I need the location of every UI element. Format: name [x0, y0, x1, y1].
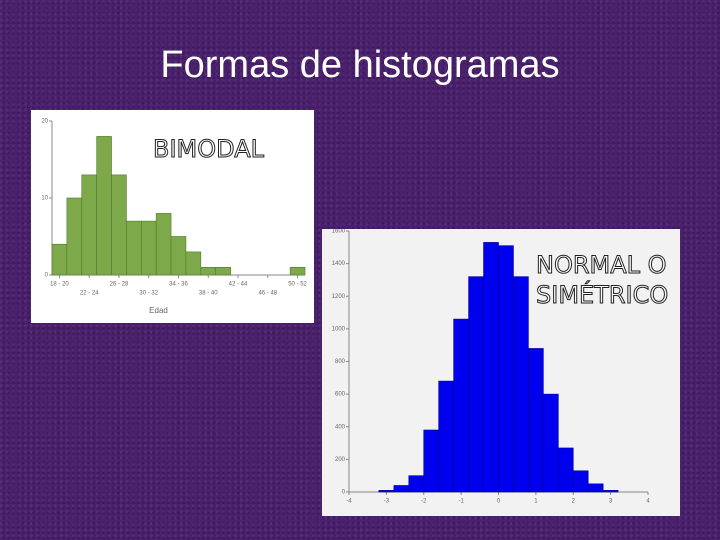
- x-tick-label: -2: [421, 499, 427, 505]
- bar: [408, 475, 425, 493]
- bar: [111, 174, 127, 276]
- y-tick-label: 400: [335, 424, 346, 430]
- bar: [378, 490, 395, 493]
- bar: [170, 236, 187, 276]
- bar: [66, 197, 83, 276]
- bar: [423, 429, 439, 493]
- y-tick-label: 800: [335, 359, 346, 365]
- y-tick-label: 0: [342, 490, 346, 496]
- bar: [96, 136, 112, 276]
- y-tick-label: 1200: [332, 294, 346, 300]
- bar: [513, 276, 529, 493]
- chart-panel: 0 10 20 18 - 20 22 - 24 26 - 28 30 - 32 34 - 36…: [31, 110, 314, 323]
- x-tick-label: 1: [534, 499, 538, 505]
- x-tick-label: 2: [572, 499, 576, 505]
- x-tick-label: 26 - 28: [110, 282, 129, 288]
- y-tick-label: 200: [335, 457, 346, 463]
- bar: [155, 213, 172, 276]
- x-tick-label: 42 - 44: [229, 282, 248, 288]
- bar: [602, 490, 619, 493]
- bar: [126, 220, 142, 276]
- y-tick-label: 0: [45, 273, 49, 279]
- x-tick-label: -4: [346, 499, 352, 505]
- x-tick-label: 18 - 20: [50, 282, 69, 288]
- x-tick-label: 38 - 40: [199, 291, 218, 297]
- x-tick-label: 30 - 32: [139, 291, 158, 297]
- x-tick-label: -3: [384, 499, 390, 505]
- x-tick-label: 50 - 52: [288, 282, 307, 288]
- bar: [528, 348, 544, 493]
- y-tick-label: 1000: [332, 326, 346, 332]
- bar: [140, 220, 157, 276]
- x-axis-label: Edad: [149, 306, 168, 315]
- bar: [185, 251, 202, 276]
- chart-panel: 0 200 400 600 800 1000 1200 1400 1600 -4 -3 -2 -1 0 1 2…: [322, 229, 680, 516]
- y-tick-label: 10: [41, 196, 48, 202]
- bar: [572, 470, 589, 493]
- chart: 0 200 400 600 800 1000 1200 1400 1600 -4 -3 -2 -1 0 1 2…: [332, 229, 651, 505]
- chart: 0 10 20 18 - 20 22 - 24 26 - 28 30 - 32 34 - 36…: [41, 119, 307, 316]
- bar: [453, 318, 469, 493]
- bar: [468, 276, 484, 493]
- bar: [215, 267, 231, 276]
- bar: [543, 393, 559, 493]
- bar: [438, 380, 454, 493]
- bar: [393, 485, 410, 493]
- bar: [558, 447, 574, 493]
- bar: [81, 174, 97, 276]
- x-tick-label: 0: [497, 499, 501, 505]
- y-tick-label: 1600: [332, 229, 346, 235]
- x-tick-label: -1: [458, 499, 464, 505]
- y-tick-label: 1400: [332, 261, 346, 267]
- bar: [289, 267, 306, 276]
- annotation: BIMODAL: [153, 135, 265, 164]
- bar: [51, 243, 68, 276]
- y-tick-label: 20: [41, 119, 48, 125]
- bar: [587, 483, 604, 493]
- annotation: NORMAL O SIMÉTRICO: [536, 251, 669, 310]
- bar: [483, 242, 499, 493]
- y-tick-label: 600: [335, 392, 346, 398]
- slide-title: Formas de histogramas: [160, 44, 560, 86]
- x-tick-label: 4: [646, 499, 650, 505]
- x-tick-label: 34 - 36: [169, 282, 188, 288]
- bar: [200, 267, 217, 276]
- bar: [498, 245, 514, 493]
- x-tick-label: 3: [609, 499, 613, 505]
- x-tick-label: 22 - 24: [80, 291, 99, 297]
- x-tick-label: 46 - 48: [258, 291, 277, 297]
